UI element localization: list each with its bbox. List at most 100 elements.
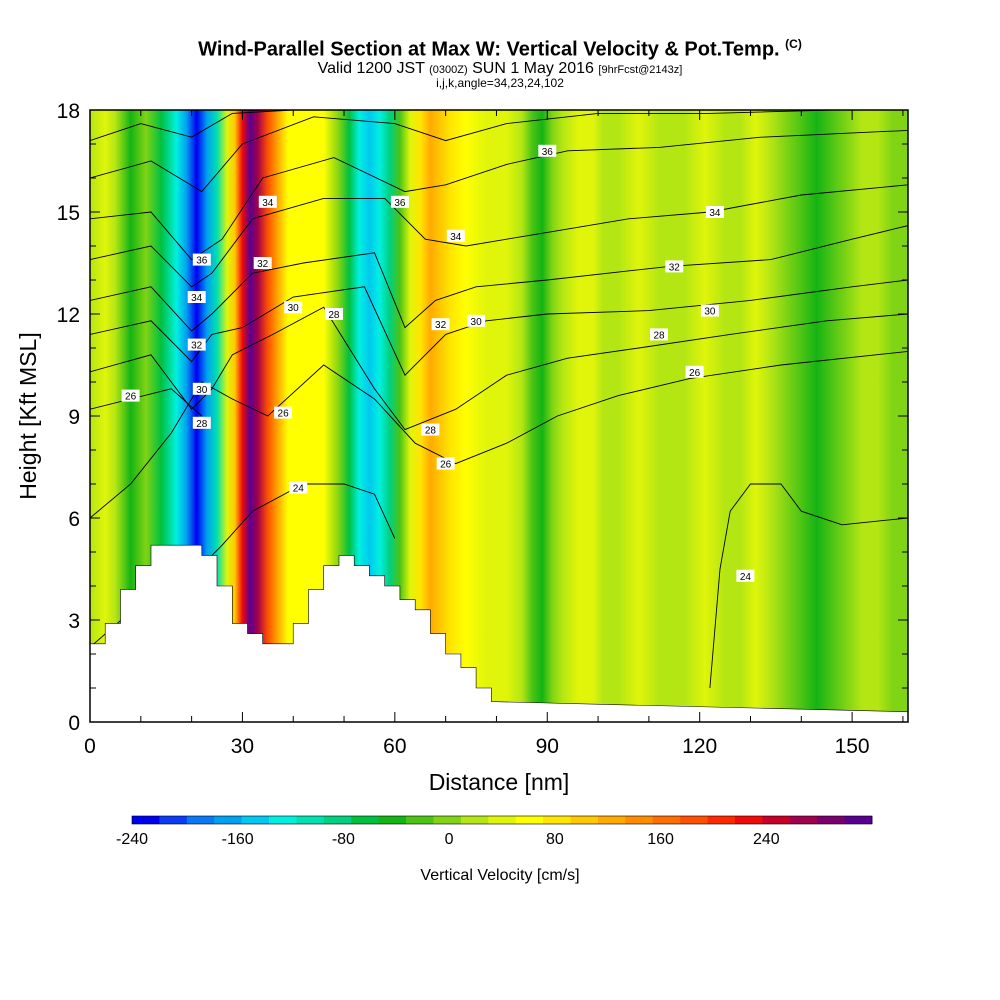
- contour-label: 26: [685, 365, 704, 379]
- contour-label-text: 28: [653, 330, 665, 341]
- theta-contour: [709, 483, 908, 689]
- chart-title-text: Wind-Parallel Section at Max W: Vertical…: [198, 38, 780, 61]
- theta-contour: [90, 110, 832, 193]
- x-axis-title: Distance [nm]: [429, 769, 570, 795]
- plot-area: 36 34 36 34 34 36 32 32 34 30 28 30 32 30 32 28 26 30 26 28…: [89, 109, 909, 723]
- contour-label: 34: [187, 291, 206, 304]
- y-tick-label: 18: [57, 100, 80, 123]
- contour-label: 26: [436, 457, 455, 471]
- contour-label: 32: [431, 318, 450, 331]
- colorbar-swatch: [406, 816, 434, 824]
- contour-label-text: 30: [196, 385, 208, 396]
- contour-label: 30: [700, 304, 719, 318]
- contour-label-text: 32: [257, 259, 269, 270]
- contour-label-text: 30: [471, 317, 483, 328]
- contour-label: 30: [284, 301, 303, 314]
- colorbar-swatch: [652, 816, 681, 824]
- valid-prefix: Valid 1200 JST: [317, 60, 425, 77]
- colorbar-title: Vertical Velocity [cm/s]: [420, 867, 579, 884]
- y-tick-label: 0: [68, 712, 80, 735]
- y-axis-title: Height [Kft MSL]: [15, 332, 41, 499]
- contour-label: 24: [736, 569, 755, 583]
- colorbar-swatch: [214, 816, 243, 824]
- colorbar-swatch: [734, 816, 763, 824]
- contour-label: 36: [192, 253, 211, 267]
- colorbar-tick-label: -80: [332, 831, 355, 848]
- theta-contour: [90, 279, 908, 376]
- valid-date: SUN 1 May 2016: [472, 60, 594, 77]
- theta-contour: [90, 225, 908, 332]
- terrain-mask: [89, 544, 909, 723]
- colorbar-swatch: [351, 816, 380, 824]
- colorbar-swatch: [132, 816, 160, 824]
- theta-contour: [90, 306, 908, 431]
- colorbar-swatch: [680, 816, 708, 824]
- contour-label: 30: [192, 382, 211, 396]
- contour-labels: 36 34 36 34 34 36 32 32 34 30 28 30 32 30 32 28 26 30 26 28…: [121, 144, 755, 583]
- colorbar-swatch: [625, 816, 654, 824]
- colorbar-tick-label: -240: [116, 831, 148, 848]
- x-tick-label: 0: [84, 735, 96, 758]
- colorbar-frame: [131, 815, 873, 825]
- colorbar-swatch: [323, 816, 352, 824]
- colorbar-swatch: [269, 816, 297, 824]
- x-tick-label: 90: [536, 735, 559, 758]
- colorbar-swatch: [817, 816, 845, 824]
- chart-title: Wind-Parallel Section at Max W: Vertical…: [0, 37, 1000, 62]
- x-tick-label: 60: [383, 735, 406, 758]
- contour-label-text: 34: [262, 198, 274, 209]
- contour-label-text: 34: [450, 232, 462, 243]
- colorbar-swatch: [378, 816, 407, 824]
- y-tick-label: 12: [57, 304, 80, 327]
- y-tick-label: 6: [68, 508, 80, 531]
- colorbar-swatch: [488, 816, 517, 824]
- colorbar-tick-label: -160: [222, 831, 254, 848]
- theta-contour: [90, 129, 908, 261]
- contour-label: 28: [324, 308, 343, 321]
- contour-label: 28: [650, 328, 668, 341]
- contour-label-text: 36: [196, 256, 208, 267]
- theta-contour: [90, 110, 294, 142]
- colorbar-tick-label: 160: [647, 831, 674, 848]
- contour-label-text: 30: [704, 307, 716, 318]
- contour-label-text: 26: [440, 460, 452, 471]
- contour-label-text: 34: [191, 293, 203, 304]
- contour-label: 26: [121, 389, 140, 403]
- contour-label: 32: [665, 260, 684, 273]
- colorbar-swatch: [159, 816, 188, 824]
- contour-label: 26: [274, 406, 293, 420]
- theta-contour: [90, 350, 908, 519]
- contour-label: 30: [467, 314, 486, 328]
- forecast-info: [9hrFcst@2143z]: [598, 64, 683, 76]
- contour-label-text: 28: [328, 310, 340, 321]
- contour-label-text: 26: [689, 368, 701, 379]
- colorbar-swatch: [543, 816, 571, 824]
- contour-label-text: 32: [435, 320, 447, 331]
- y-tick-label: 15: [57, 202, 80, 225]
- grid-info-line: i,j,k,angle=34,23,24,102: [0, 76, 1000, 90]
- contour-label-text: 30: [288, 303, 300, 314]
- colorbar-swatch: [597, 816, 626, 824]
- valid-zulu: (0300Z): [429, 64, 468, 76]
- colorbar: -240 -160 -80 0 80 160 240: [116, 815, 873, 848]
- x-tick-label: 30: [231, 735, 254, 758]
- colorbar-swatch: [707, 816, 736, 824]
- contour-label: 34: [705, 206, 724, 219]
- contour-label: 28: [421, 423, 440, 437]
- contour-label: 24: [289, 481, 308, 494]
- contour-label-text: 36: [394, 198, 406, 209]
- contour-label-text: 28: [425, 426, 437, 437]
- colorbar-tick-label: 240: [753, 831, 780, 848]
- copyright-mark: (C): [785, 37, 802, 51]
- colorbar-swatch: [515, 816, 544, 824]
- contour-label: 34: [258, 195, 277, 209]
- contour-label-text: 28: [196, 419, 208, 430]
- contour-label-text: 24: [293, 483, 305, 494]
- contour-label-text: 24: [740, 572, 752, 583]
- contour-label: 32: [187, 338, 206, 352]
- colorbar-swatch: [241, 816, 270, 824]
- contour-label: 34: [446, 229, 465, 243]
- grid-info: i,j,k,angle=34,23,24,102: [436, 76, 564, 90]
